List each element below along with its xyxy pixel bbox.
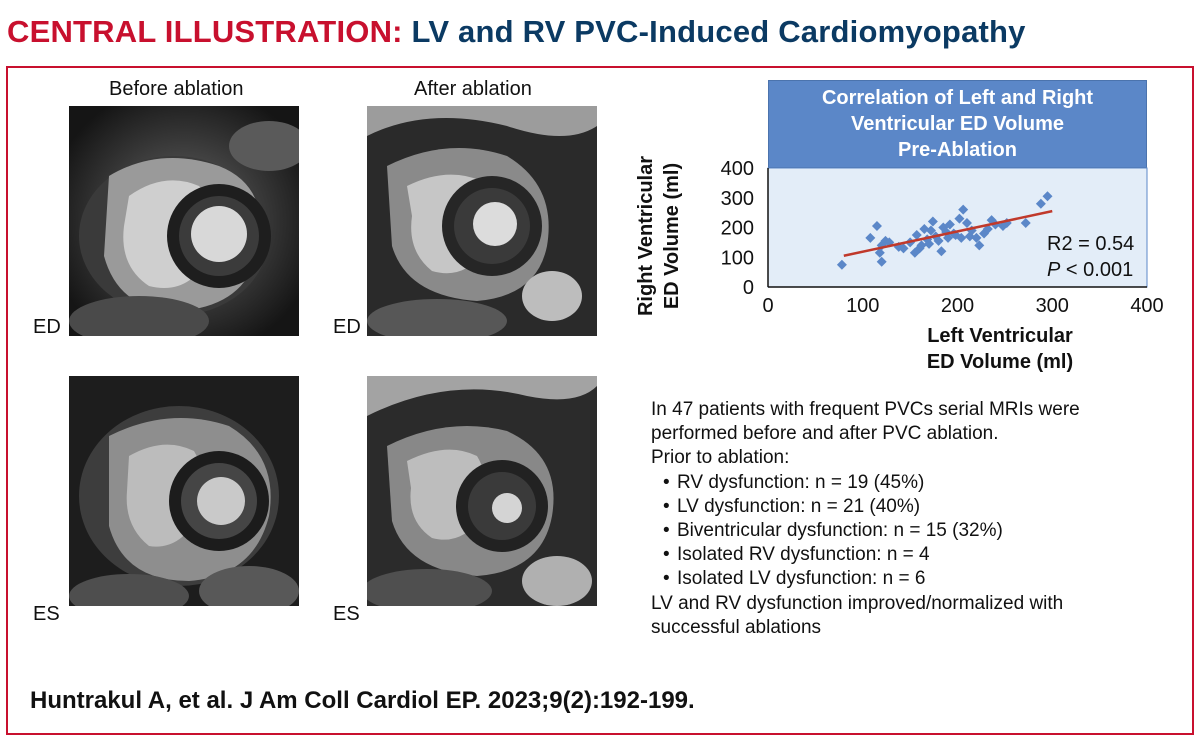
prior-label: Prior to ablation:	[651, 447, 790, 469]
y-tick-label: 200	[721, 218, 754, 240]
data-point	[954, 213, 965, 224]
intro-line-2: performed before and after PVC ablation.	[651, 423, 999, 445]
data-point	[871, 221, 882, 232]
p-symbol: P	[1047, 259, 1061, 281]
data-point	[919, 223, 930, 234]
data-point	[865, 232, 876, 243]
data-point	[876, 256, 887, 267]
bullet-text: Isolated LV dysfunction: n = 6	[677, 568, 926, 590]
data-point	[836, 259, 847, 270]
x-axis-label-line-1: Left Ventricular	[927, 325, 1073, 347]
data-point	[971, 232, 982, 243]
bullet-item: • Isolated LV dysfunction: n = 6	[651, 567, 1191, 591]
mri-after-es	[367, 376, 597, 606]
y-tick-label: 0	[743, 277, 754, 299]
data-point	[898, 243, 909, 254]
trend-line	[843, 209, 1053, 257]
es-label-before: ES	[33, 603, 60, 625]
data-point	[1020, 218, 1031, 229]
plot-area	[767, 167, 1148, 288]
bullet-text: Isolated RV dysfunction: n = 4	[677, 544, 930, 566]
x-tick-label: 100	[846, 295, 879, 317]
outcome-line-2: successful ablations	[651, 616, 822, 638]
data-point	[974, 240, 985, 251]
bullet-dot: •	[663, 520, 670, 542]
illustration-label: CENTRAL ILLUSTRATION	[7, 14, 393, 49]
y-tick-label: 400	[721, 158, 754, 180]
bullet-dot: •	[663, 568, 670, 590]
ed-label-before: ED	[33, 316, 61, 338]
data-point	[1042, 191, 1053, 202]
data-point	[924, 238, 935, 249]
p-value-annotation: P < 0.001	[1047, 259, 1133, 281]
y-axis-label-line-1: Right Ventricular	[635, 156, 657, 316]
x-tick-label: 300	[1036, 295, 1069, 317]
bullet-item: • LV dysfunction: n = 21 (40%)	[651, 495, 1191, 519]
x-axis-label-line-2: ED Volume (ml)	[927, 351, 1073, 373]
data-point	[927, 216, 938, 227]
data-point	[944, 219, 955, 230]
es-label-after: ES	[333, 603, 360, 625]
citation: Huntrakul A, et al. J Am Coll Cardiol EP…	[30, 687, 695, 714]
x-tick-label: 200	[941, 295, 974, 317]
page-title: CENTRAL ILLUSTRATION: LV and RV PVC-Indu…	[7, 14, 1026, 50]
p-value: < 0.001	[1060, 259, 1133, 281]
bullet-dot: •	[663, 495, 670, 517]
bullet-item: • RV dysfunction: n = 19 (45%)	[651, 471, 1191, 495]
x-tick-label: 0	[762, 295, 773, 317]
bullet-dot: •	[663, 471, 670, 493]
data-point	[916, 240, 927, 251]
x-ticks: 0 100 200 300 400	[762, 295, 1163, 317]
r2-annotation: R2 = 0.54	[1047, 233, 1134, 255]
x-tick-label: 400	[1130, 295, 1163, 317]
chart-title-line-1: Correlation of Left and Right	[821, 87, 1094, 109]
outcome-line-1: LV and RV dysfunction improved/normalize…	[651, 592, 1064, 614]
data-point	[943, 232, 954, 243]
summary-text: In 47 patients with frequent PVCs serial…	[651, 398, 1191, 640]
data-point	[933, 235, 944, 246]
data-point	[925, 225, 936, 236]
chart-title: Correlation of Left and Right Ventricula…	[769, 85, 1146, 163]
y-ticks: 0 100 200 300 400	[721, 158, 754, 299]
bullet-text: RV dysfunction: n = 19 (45%)	[677, 471, 925, 493]
bullet-text: Biventricular dysfunction: n = 15 (32%)	[677, 520, 1003, 542]
data-point	[911, 229, 922, 240]
header: CENTRAL ILLUSTRATION: LV and RV PVC-Indu…	[0, 0, 1200, 66]
mri-after-ed	[367, 106, 597, 336]
data-point	[1035, 198, 1046, 209]
data-point	[874, 247, 885, 258]
data-point	[956, 232, 967, 243]
bullet-item: • Isolated RV dysfunction: n = 4	[651, 543, 1191, 567]
y-tick-label: 300	[721, 188, 754, 210]
data-point	[936, 246, 947, 257]
data-point	[961, 218, 972, 229]
mri-before-es	[69, 376, 299, 606]
bullet-dot: •	[663, 544, 670, 566]
title-separator: :	[392, 14, 403, 49]
mri-before-ed	[69, 106, 299, 336]
y-axis-label-line-2: ED Volume (ml)	[661, 163, 683, 309]
bullet-text: LV dysfunction: n = 21 (40%)	[677, 495, 921, 517]
intro-line-1: In 47 patients with frequent PVCs serial…	[651, 399, 1080, 420]
y-tick-label: 100	[721, 247, 754, 269]
data-point	[958, 204, 969, 215]
after-ablation-title: After ablation	[414, 78, 532, 100]
chart-title-line-2: Ventricular ED Volume	[850, 113, 1065, 135]
before-ablation-title: Before ablation	[109, 78, 244, 100]
chart-title-line-3: Pre-Ablation	[898, 139, 1017, 161]
bullet-item: • Biventricular dysfunction: n = 15 (32%)	[651, 519, 1191, 543]
ed-label-after: ED	[333, 316, 361, 338]
illustration-title: LV and RV PVC-Induced Cardiomyopathy	[411, 14, 1026, 49]
